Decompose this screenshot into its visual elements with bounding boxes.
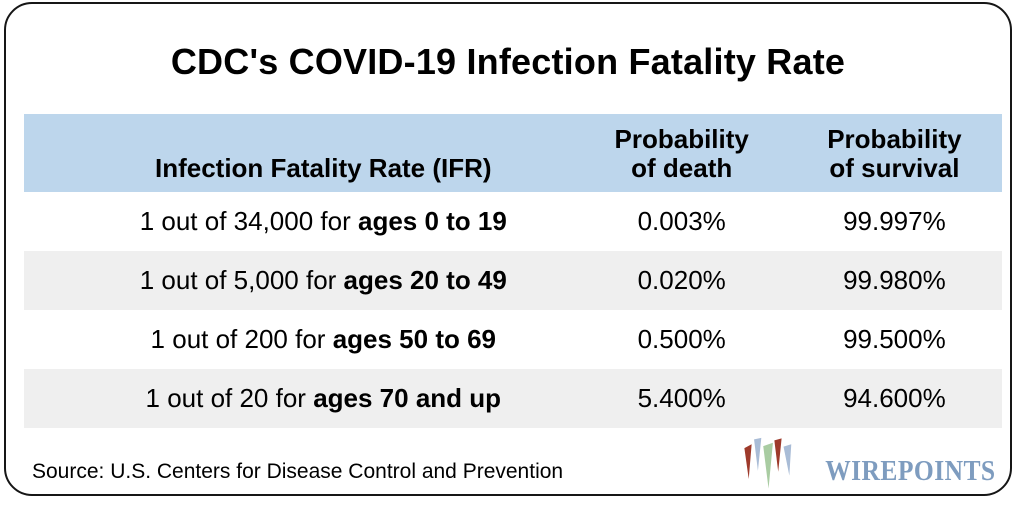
wirepoints-spikes-icon <box>744 437 792 489</box>
header-survival-line2: of survival <box>829 153 960 183</box>
ifr-label: 1 out of 200 for ages 50 to 69 <box>24 324 577 355</box>
ifr-label-ages: ages 50 to 69 <box>332 324 496 354</box>
ifr-label: 1 out of 20 for ages 70 and up <box>24 383 577 414</box>
page-title: CDC's COVID-19 Infection Fatality Rate <box>170 41 846 82</box>
header-death-line1: Probability <box>614 124 749 154</box>
source-note: Source: U.S. Centers for Disease Control… <box>32 460 564 483</box>
death-value: 0.003% <box>637 206 726 236</box>
ifr-label: 1 out of 5,000 for ages 20 to 49 <box>24 265 577 296</box>
death-value: 5.400% <box>637 383 726 413</box>
table-header-row: Infection Fatality Rate (IFR) Probabilit… <box>24 114 1002 192</box>
survival-value: 94.600% <box>843 383 946 413</box>
table-row: 1 out of 34,000 for ages 0 to 19 0.003% … <box>24 192 1002 251</box>
ifr-label-prefix: 1 out of 200 for <box>150 324 333 354</box>
table-row: 1 out of 20 for ages 70 and up 5.400% 94… <box>24 369 1002 428</box>
death-value: 0.020% <box>637 265 726 295</box>
header-ifr: Infection Fatality Rate (IFR) <box>154 153 492 183</box>
header-probability-of-survival: Probability of survival <box>787 125 1002 183</box>
ifr-label-prefix: 1 out of 34,000 for <box>139 206 358 236</box>
ifr-label: 1 out of 34,000 for ages 0 to 19 <box>24 206 577 237</box>
ifr-label-ages: ages 70 and up <box>313 383 502 413</box>
wirepoints-logo: WIREPOINTS <box>741 436 996 494</box>
death-value: 0.500% <box>637 324 726 354</box>
header-death-line2: of death <box>631 153 733 183</box>
survival-value: 99.980% <box>843 265 946 295</box>
wirepoints-wordmark: WIREPOINTS <box>825 455 996 487</box>
ifr-label-prefix: 1 out of 20 for <box>145 383 314 413</box>
ifr-label-ages: ages 0 to 19 <box>357 206 507 236</box>
survival-value: 99.997% <box>843 206 946 236</box>
survival-value: 99.500% <box>843 324 946 354</box>
table-row: 1 out of 200 for ages 50 to 69 0.500% 99… <box>24 310 1002 369</box>
table-row: 1 out of 5,000 for ages 20 to 49 0.020% … <box>24 251 1002 310</box>
ifr-table: Infection Fatality Rate (IFR) Probabilit… <box>24 114 1002 428</box>
ifr-label-ages: ages 20 to 49 <box>343 265 507 295</box>
header-probability-of-death: Probability of death <box>577 125 787 183</box>
header-survival-line1: Probability <box>827 124 962 154</box>
table-card: CDC's COVID-19 Infection Fatality Rate I… <box>4 2 1012 496</box>
ifr-label-prefix: 1 out of 5,000 for <box>139 265 344 295</box>
